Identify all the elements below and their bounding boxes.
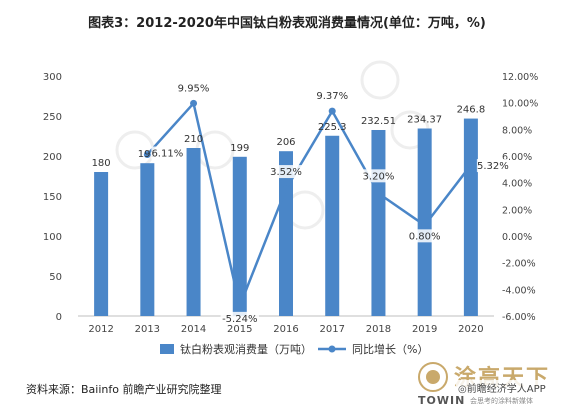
legend: 钛白粉表观消费量（万吨） 同比增长（%） <box>160 342 428 356</box>
line-label-bg <box>177 81 210 95</box>
source-note: 资料来源：Baiinfo 前瞻产业研究院整理 <box>26 383 222 396</box>
bar <box>232 156 247 316</box>
line-point <box>328 107 336 115</box>
legend-bar-label: 钛白粉表观消费量（万吨） <box>180 342 312 356</box>
line-label-bg <box>408 229 441 243</box>
y-right-tick-label: -4.00% <box>502 285 536 296</box>
app-label: ◎前瞻经济学人APP <box>456 380 548 395</box>
line-label-bg <box>476 159 509 173</box>
chart-title: 图表3：2012-2020年中国钛白粉表观消费量情况(单位：万吨，%) <box>88 16 486 31</box>
bar-value-label: 234.37 <box>407 115 442 126</box>
line-value-label: 3.52% <box>270 167 302 178</box>
y-left-tick-label: 0 <box>56 312 62 323</box>
bar-value-label: 225.3 <box>318 122 347 133</box>
y-right-tick-label: 12.00% <box>502 72 538 83</box>
x-tick-label: 2015 <box>227 324 252 335</box>
y-left-tick-label: 150 <box>43 192 62 203</box>
bar <box>140 163 155 316</box>
y-right-tick-label: 0.00% <box>502 232 532 243</box>
x-tick-label: 2014 <box>181 324 206 335</box>
bar <box>186 148 201 316</box>
y-left-tick-label: 50 <box>49 272 62 283</box>
bar <box>371 129 386 316</box>
bar-value-label: 246.8 <box>457 105 486 116</box>
axes: 0 50 100 150 200 250 300 -6.00% -4.00% -2.00% 0.00… <box>43 72 538 335</box>
x-tick-label: 2012 <box>88 324 113 335</box>
line-value-label: 9.37% <box>316 91 348 102</box>
x-tick-label: 2017 <box>319 324 344 335</box>
line-value-label: 9.95% <box>178 83 210 94</box>
legend-line-label: 同比增长（%） <box>352 342 428 356</box>
growth-line <box>146 100 472 311</box>
line-value-label: 5.32% <box>477 161 509 172</box>
y-right-tick-label: 4.00% <box>502 179 532 190</box>
bar-value-label: 199 <box>230 143 249 154</box>
line-label-bg <box>151 146 184 160</box>
line-point <box>467 161 475 169</box>
y-left-tick-label: 100 <box>43 232 62 243</box>
y-right-tick-label: 2.00% <box>502 205 532 216</box>
line-series <box>143 99 475 311</box>
bar-value-label: 191 <box>138 149 157 160</box>
bar-value-label: 180 <box>92 158 111 169</box>
y-right-tick-label: -6.00% <box>502 312 536 323</box>
y-right-tick-label: -2.00% <box>502 259 536 270</box>
line-point <box>190 99 198 107</box>
line-point <box>374 189 382 197</box>
line-value-label: 6.11% <box>151 149 183 160</box>
x-tick-label: 2016 <box>273 324 298 335</box>
brand-towin: TOWIN <box>418 394 466 407</box>
bar <box>463 118 478 316</box>
line-point <box>143 151 151 159</box>
y-right-tick-label: 10.00% <box>502 99 538 110</box>
y-left-tick-label: 300 <box>43 72 62 83</box>
brand-logo-icon <box>418 362 448 392</box>
y-right-tick-label: 6.00% <box>502 152 532 163</box>
y-right-tick-label: 8.00% <box>502 125 532 136</box>
bar <box>94 172 109 316</box>
legend-line-marker <box>328 345 336 353</box>
line-value-label: 0.80% <box>409 231 441 242</box>
bar-value-label: 232.51 <box>361 116 396 127</box>
x-tick-label: 2013 <box>135 324 160 335</box>
bar <box>325 135 340 316</box>
x-tick-label: 2020 <box>458 324 483 335</box>
bar-value-label: 206 <box>276 137 295 148</box>
line-label-bg <box>316 89 349 103</box>
y-left-tick-label: 250 <box>43 112 62 123</box>
x-tick-label: 2018 <box>366 324 391 335</box>
line-label-bg <box>270 165 302 179</box>
watermark-logo-icon <box>360 60 400 100</box>
y-left-tick-label: 200 <box>43 152 62 163</box>
data-labels: 180 191 210 199 206 225.3 232.51 234.37 246.8 6.1… <box>92 81 509 325</box>
line-point <box>236 302 244 310</box>
line-value-label: 3.20% <box>363 171 395 182</box>
line-point <box>282 185 290 193</box>
line-value-label: -5.24% <box>222 314 257 325</box>
line-label-bg <box>220 311 259 325</box>
line-label-bg <box>362 169 395 183</box>
brand-slogan: 会思考的涂料新媒体 <box>470 397 533 405</box>
bar <box>279 151 293 316</box>
brand-watermark: 涂高天下 ◎前瞻经济学人APP TOWIN 会思考的涂料新媒体 <box>418 360 568 408</box>
x-tick-label: 2019 <box>412 324 437 335</box>
bar-value-label: 210 <box>184 134 203 145</box>
line-point <box>421 221 429 229</box>
legend-bar-swatch <box>160 344 174 354</box>
